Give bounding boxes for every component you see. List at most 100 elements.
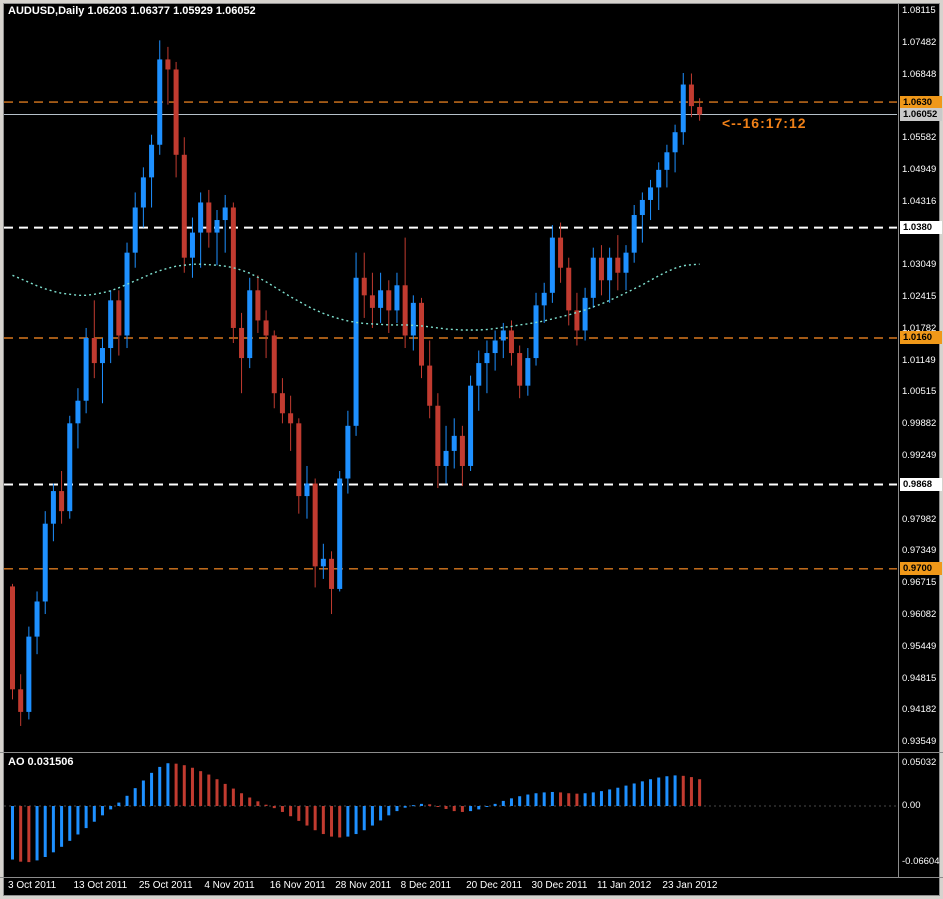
candle-body: [149, 144, 155, 178]
candle-body: [590, 257, 596, 298]
candle-body: [91, 337, 97, 364]
ao-bar: [207, 774, 211, 806]
price-axis-label: 0.97982: [902, 513, 937, 525]
date-label: 16 Nov 2011: [269, 880, 326, 891]
candle-body: [410, 302, 416, 336]
candle-body: [239, 327, 245, 359]
ao-bar: [19, 806, 23, 862]
candle-body: [124, 252, 130, 336]
candle-body: [206, 202, 212, 233]
date-label: 20 Dec 2011: [466, 880, 523, 891]
ao-bar: [370, 806, 374, 826]
price-axis-label: 0.93549: [902, 736, 937, 748]
ao-bar: [60, 806, 64, 847]
ao-axis-label: 0.00: [902, 800, 921, 811]
ao-bar: [591, 792, 595, 806]
ao-bar: [403, 806, 407, 808]
candle-body: [157, 59, 163, 145]
ao-bar: [346, 806, 350, 837]
price-level-badge: 1.0380: [900, 221, 942, 235]
price-axis-label: 0.94815: [902, 672, 937, 684]
ao-bar: [190, 767, 194, 806]
ao-bar: [199, 771, 203, 806]
ao-bar: [362, 806, 366, 831]
ao-bar: [43, 806, 47, 857]
ao-bar: [493, 803, 497, 806]
candle-body: [189, 232, 195, 258]
candle-body: [656, 169, 662, 188]
candle-body: [312, 483, 318, 567]
ao-bar: [673, 775, 677, 806]
price-axis-label: 1.00515: [902, 386, 937, 398]
ao-bar: [272, 806, 276, 809]
ao-bar: [534, 793, 538, 806]
candle-body: [132, 207, 138, 253]
price-axis-label: 1.06848: [902, 68, 937, 80]
ao-bar: [100, 806, 104, 816]
price-axis-label: 0.95449: [902, 640, 937, 652]
candle-body: [361, 277, 367, 296]
ao-bar: [559, 792, 563, 806]
date-label: 8 Dec 2011: [400, 880, 452, 891]
ao-bar: [420, 803, 423, 806]
candle-body: [230, 207, 236, 328]
ao-bar: [624, 785, 628, 806]
ao-bar: [698, 779, 702, 806]
ao-bar: [616, 787, 620, 806]
ao-bar: [689, 777, 693, 806]
ao-bar: [436, 806, 440, 807]
ao-bar: [387, 806, 391, 816]
candle-body: [369, 295, 375, 308]
ao-axis-label: 0.05032: [902, 757, 937, 769]
price-axis-label: 1.03049: [902, 259, 937, 271]
candle-body: [419, 302, 424, 366]
ao-bar: [599, 791, 603, 806]
candle-body: [476, 363, 482, 386]
candle-body: [402, 285, 408, 336]
candle-body: [304, 483, 310, 497]
candle-body: [688, 84, 694, 107]
price-axis-label: 0.99882: [902, 418, 937, 430]
candle-body: [10, 586, 15, 690]
ao-bar: [141, 780, 145, 806]
ao-bar: [665, 776, 669, 806]
candle-body: [99, 348, 105, 364]
price-axis-label: 1.01149: [902, 354, 936, 366]
ao-bar: [264, 804, 268, 806]
ao-bar: [681, 775, 685, 806]
candle-body: [222, 207, 228, 221]
candle-body: [345, 425, 351, 479]
ao-bar: [501, 800, 505, 806]
price-axis-label: 1.04949: [902, 163, 937, 175]
candle-body: [50, 491, 56, 524]
candle-body: [329, 558, 335, 589]
ao-bar: [583, 793, 587, 806]
candle-body: [75, 400, 81, 424]
candle-body: [574, 310, 580, 331]
ao-bar: [608, 789, 612, 806]
ao-bar: [174, 763, 178, 806]
ao-bar: [297, 806, 301, 821]
candle-body: [566, 267, 572, 311]
candle-body: [394, 285, 400, 311]
ao-bar: [477, 806, 481, 810]
candle-body: [108, 300, 114, 349]
candle-body: [549, 237, 555, 293]
price-axis-label: 1.02415: [902, 291, 937, 303]
candle-body: [533, 305, 539, 359]
price-level-badge: 1.06052: [900, 108, 942, 122]
ma-line: [12, 263, 700, 331]
ao-bar: [84, 806, 88, 829]
candle-body: [59, 491, 65, 512]
date-label: 4 Nov 2011: [204, 880, 255, 891]
ao-indicator-label: AO 0.031506: [8, 756, 74, 768]
candle-body: [18, 689, 24, 712]
candle-body: [83, 337, 89, 401]
candle-body: [255, 290, 261, 321]
price-axis-label: 0.97349: [902, 545, 937, 557]
ao-bar: [649, 779, 653, 806]
